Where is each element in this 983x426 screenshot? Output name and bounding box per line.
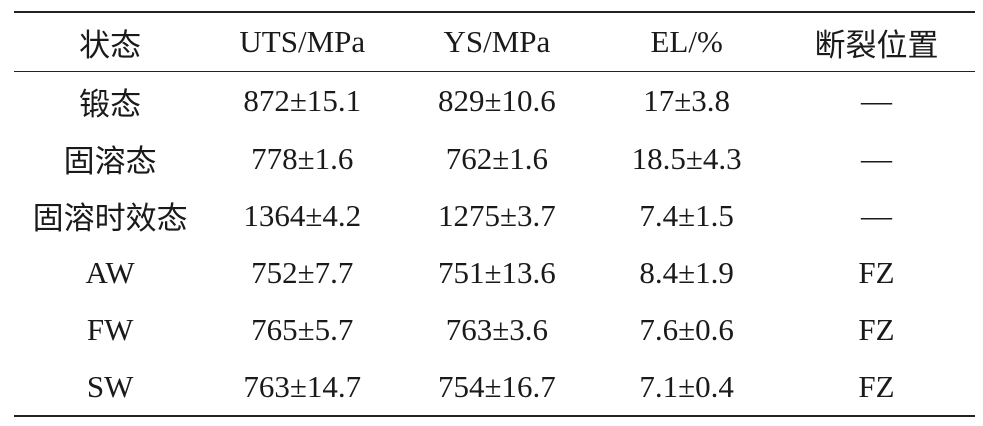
cell-ys: 762±1.6 — [445, 140, 548, 176]
properties-table: 状态 UTS/MPa YS/MPa EL/% 断裂位置 锻态 872±15.1 … — [14, 11, 975, 417]
table-top-rule — [14, 11, 975, 13]
table-row: 固溶态 778±1.6 762±1.6 18.5±4.3 — — [14, 130, 975, 187]
cell-ys: 1275±3.7 — [437, 197, 556, 233]
cell-fracture-location: — — [860, 140, 892, 176]
cell-ys: 763±3.6 — [445, 311, 548, 347]
cell-el: 7.4±1.5 — [639, 197, 734, 233]
header-rule — [14, 71, 975, 72]
cell-ys: 751±13.6 — [437, 254, 556, 290]
table-bottom-rule — [14, 415, 975, 417]
cell-uts: 752±7.7 — [251, 254, 354, 290]
cell-el: 17±3.8 — [643, 83, 731, 118]
header-uts: UTS/MPa — [239, 24, 366, 59]
header-row: 状态 UTS/MPa YS/MPa EL/% 断裂位置 — [14, 13, 975, 71]
cell-fracture-location: FZ — [858, 311, 895, 347]
cell-state: SW — [86, 368, 134, 404]
table-row: 锻态 872±15.1 829±10.6 17±3.8 — — [14, 72, 975, 130]
cell-fracture-location: FZ — [858, 254, 895, 290]
cell-ys: 754±16.7 — [437, 368, 556, 404]
header-el: EL/% — [650, 24, 723, 59]
cell-fracture-location: — — [860, 197, 892, 233]
table-row: FW 765±5.7 763±3.6 7.6±0.6 FZ — [14, 301, 975, 358]
table-body: 锻态 872±15.1 829±10.6 17±3.8 — 固溶态 778±1.… — [14, 72, 975, 415]
cell-ys: 829±10.6 — [437, 83, 556, 118]
cell-fracture-location: FZ — [858, 368, 895, 404]
data-table: 状态 UTS/MPa YS/MPa EL/% 断裂位置 — [14, 13, 975, 71]
cell-uts: 778±1.6 — [251, 140, 354, 176]
cell-fracture-location: — — [860, 83, 892, 118]
table-row: SW 763±14.7 754±16.7 7.1±0.4 FZ — [14, 358, 975, 415]
cell-uts: 1364±4.2 — [243, 197, 362, 233]
data-table-body: 锻态 872±15.1 829±10.6 17±3.8 — 固溶态 778±1.… — [14, 72, 975, 415]
table-header: 状态 UTS/MPa YS/MPa EL/% 断裂位置 — [14, 13, 975, 71]
cell-state: 固溶态 — [63, 144, 157, 179]
cell-el: 7.6±0.6 — [639, 311, 734, 347]
cell-state: AW — [85, 254, 135, 290]
table-row: AW 752±7.7 751±13.6 8.4±1.9 FZ — [14, 244, 975, 301]
cell-el: 18.5±4.3 — [631, 140, 742, 176]
header-ys: YS/MPa — [443, 24, 551, 59]
cell-uts: 765±5.7 — [251, 311, 354, 347]
cell-state: 固溶时效态 — [32, 201, 188, 236]
cell-el: 7.1±0.4 — [639, 368, 734, 404]
cell-el: 8.4±1.9 — [639, 254, 734, 290]
cell-uts: 763±14.7 — [243, 368, 362, 404]
header-fracture-location: 断裂位置 — [814, 27, 939, 63]
cell-state: FW — [86, 311, 134, 347]
cell-state: 锻态 — [79, 86, 142, 122]
header-state: 状态 — [79, 27, 142, 63]
cell-uts: 872±15.1 — [243, 83, 362, 118]
table-row: 固溶时效态 1364±4.2 1275±3.7 7.4±1.5 — — [14, 187, 975, 244]
